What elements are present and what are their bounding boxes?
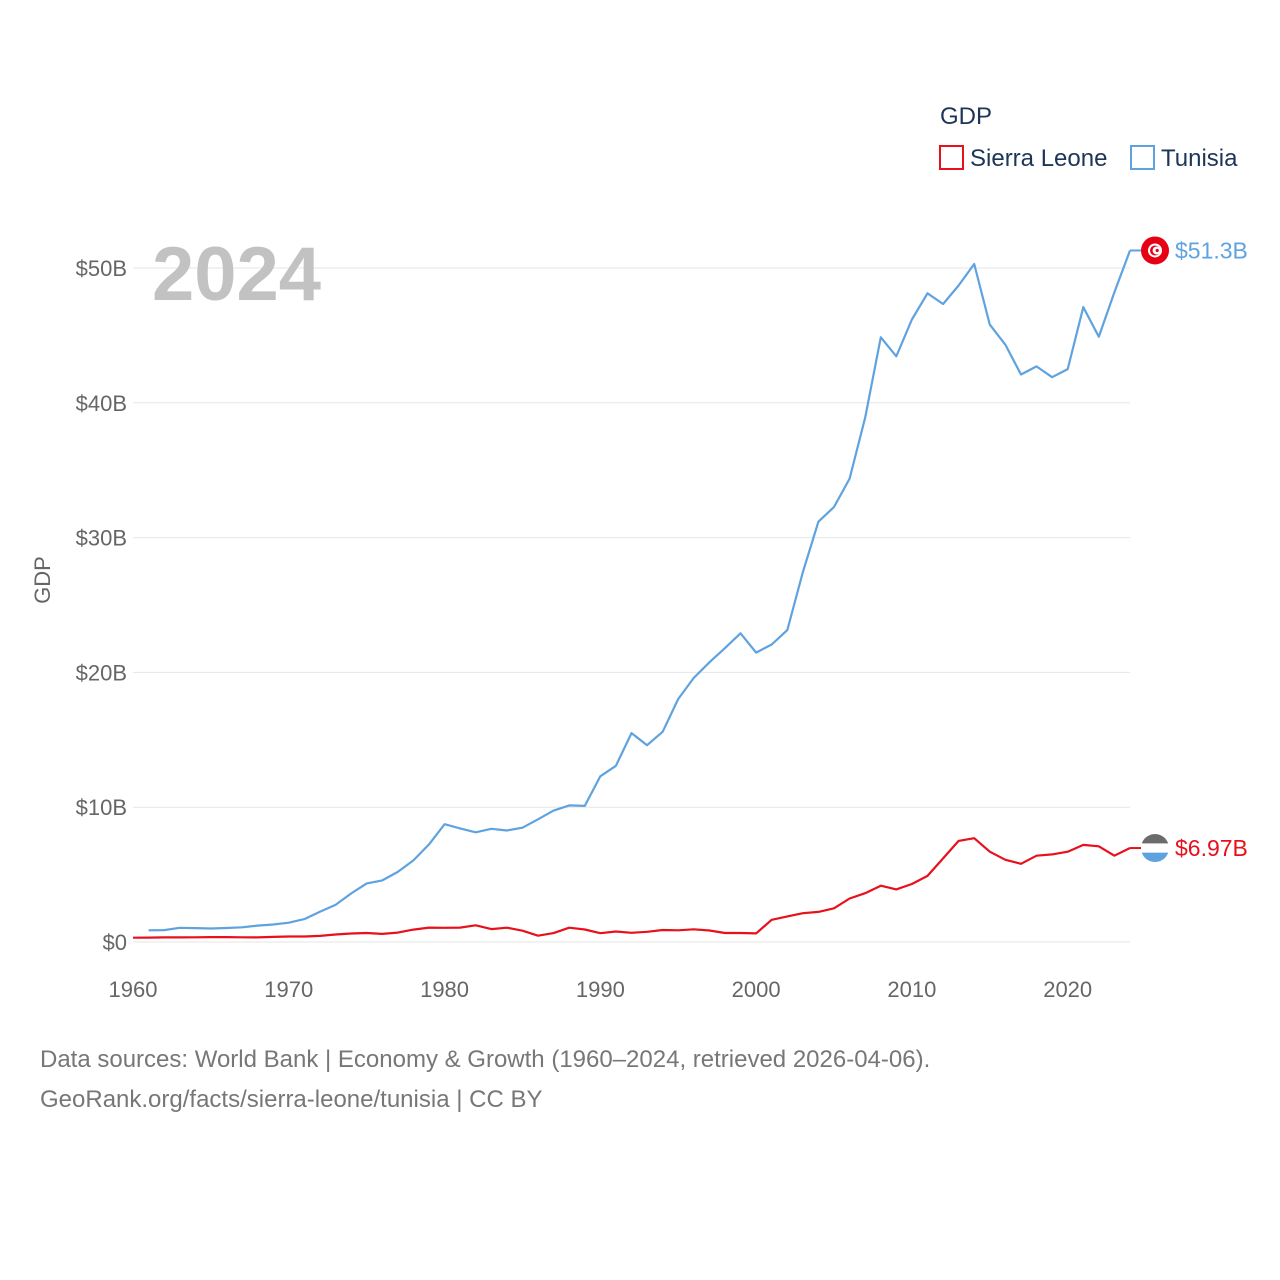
y-tick-label: $30B (76, 526, 127, 551)
y-tick-label: $50B (76, 256, 127, 281)
series-lines (132, 250, 1132, 939)
x-tick-label: 1970 (264, 977, 313, 1002)
legend-item-sierra-leone[interactable]: Sierra Leone (939, 145, 1107, 172)
x-tick-label: 1980 (420, 977, 469, 1002)
legend: GDP Sierra Leone Tunisia (939, 103, 1238, 172)
legend-label-sierra-leone: Sierra Leone (970, 145, 1107, 172)
y-axis-label: GDP (30, 556, 55, 604)
x-tick-label: 1960 (109, 977, 158, 1002)
source-line-2[interactable]: GeoRank.org/facts/sierra-leone/tunisia |… (40, 1086, 543, 1113)
end-markers: $6.97B $51.3B (1130, 236, 1248, 863)
legend-item-tunisia[interactable]: Tunisia (1130, 145, 1238, 172)
flag-icon-sierra-leone (1141, 834, 1169, 863)
y-axis-ticks: $0 $10B $20B $30B $40B $50B (76, 256, 127, 955)
y-tick-label: $0 (103, 930, 127, 955)
gdp-line-chart: $0 $10B $20B $30B $40B $50B 1960 1970 1980 1990 2… (30, 103, 1248, 1002)
source-note: Data sources: World Bank | Economy & Gro… (40, 1040, 930, 1120)
source-line-1: Data sources: World Bank | Economy & Gro… (40, 1046, 931, 1073)
y-tick-label: $40B (76, 391, 127, 416)
y-tick-label: $10B (76, 795, 127, 820)
x-tick-label: 2000 (732, 977, 781, 1002)
x-tick-label: 2010 (887, 977, 936, 1002)
series-line-tunisia[interactable] (148, 250, 1132, 932)
series-line-sierra-leone[interactable] (132, 837, 1131, 939)
x-tick-label: 2020 (1043, 977, 1092, 1002)
y-tick-label: $20B (76, 660, 127, 685)
year-label: 2024 (152, 232, 321, 317)
flag-icon-tunisia (1141, 236, 1169, 265)
gridlines (133, 267, 1130, 943)
legend-swatch-sierra-leone (939, 145, 964, 170)
end-label-sierra-leone: $6.97B (1175, 835, 1248, 861)
legend-swatch-tunisia (1130, 145, 1155, 170)
legend-label-tunisia: Tunisia (1161, 145, 1238, 172)
x-axis-ticks: 1960 1970 1980 1990 2000 2010 2020 (109, 977, 1093, 1002)
x-tick-label: 1990 (576, 977, 625, 1002)
legend-title: GDP (940, 103, 992, 130)
end-label-tunisia: $51.3B (1175, 237, 1248, 263)
